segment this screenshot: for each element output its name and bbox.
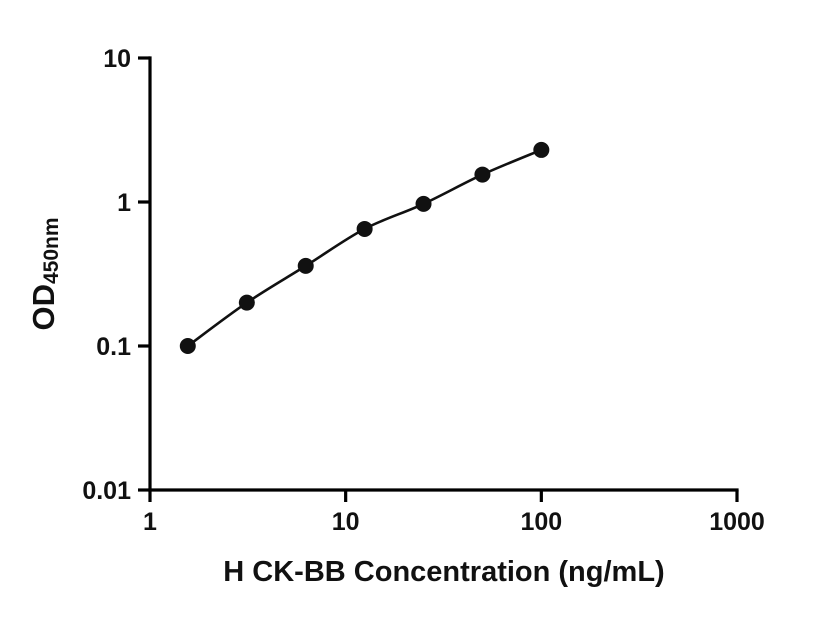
y-axis-title-main: OD	[26, 284, 61, 331]
y-axis-title: OD450nm	[26, 154, 70, 394]
x-axis-title: H CK-BB Concentration (ng/mL)	[223, 556, 665, 588]
data-point	[356, 220, 373, 237]
y-axis-title-subscript: 450nm	[40, 217, 63, 285]
data-point	[179, 338, 196, 354]
y-tick-label: 10	[103, 45, 131, 73]
data-point	[474, 166, 491, 183]
data-point	[533, 141, 550, 158]
data-point	[415, 195, 432, 212]
x-tick-label: 1000	[709, 508, 765, 536]
x-tick-label: 10	[332, 508, 360, 536]
data-point	[238, 294, 255, 311]
y-tick-label: 1	[117, 189, 131, 217]
x-tick-label: 100	[520, 508, 562, 536]
x-tick-label: 1	[143, 508, 157, 536]
data-point	[297, 257, 314, 274]
y-tick-label: 0.1	[96, 333, 131, 361]
y-tick-label: 0.01	[82, 477, 131, 505]
